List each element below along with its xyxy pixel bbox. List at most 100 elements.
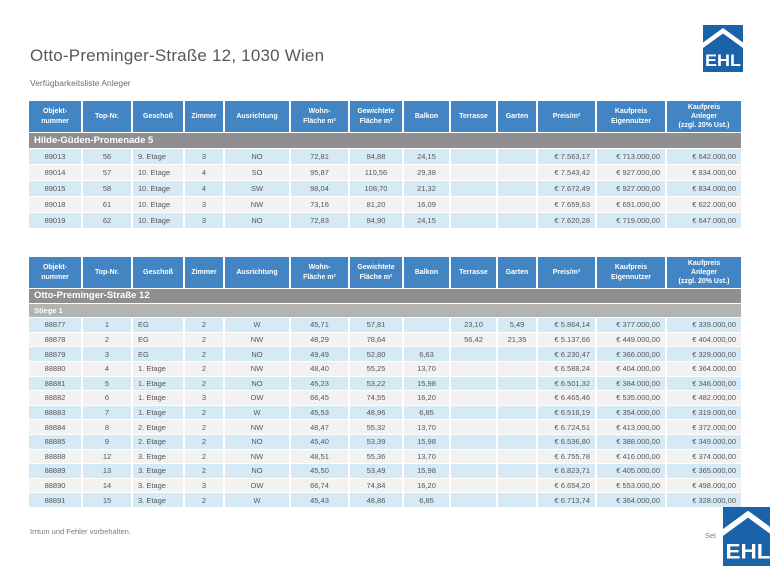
table-cell: 84,88 <box>350 149 402 164</box>
svg-text:EHL: EHL <box>726 539 770 563</box>
table-cell: 56,42 <box>451 333 496 347</box>
subsection-header-label: Stiege 1 <box>29 304 741 318</box>
table-cell: 5,49 <box>498 318 536 332</box>
table-cell: 72,83 <box>291 213 348 228</box>
table-cell: 23,10 <box>451 318 496 332</box>
section-header-row: Otto-Preminger-Straße 12 <box>29 289 741 303</box>
table-cell: € 349.000,00 <box>667 435 741 449</box>
table-cell: € 498.000,00 <box>667 479 741 493</box>
table-cell: € 384.000,00 <box>597 377 665 391</box>
table-cell <box>498 450 536 464</box>
table-cell: € 719.000,00 <box>597 213 665 228</box>
table-cell: 21,35 <box>498 333 536 347</box>
table-cell: € 622.000,00 <box>667 197 741 212</box>
table-cell: 48,51 <box>291 450 348 464</box>
table-cell: € 388.000,00 <box>597 435 665 449</box>
table-cell: € 366.000,00 <box>597 347 665 361</box>
table-cell: 74,55 <box>350 391 402 405</box>
table-cell: 10. Etage <box>133 197 183 212</box>
column-header: Gewichtete Fläche m² <box>350 257 402 288</box>
table-cell: 98,04 <box>291 181 348 196</box>
table-cell: 6,63 <box>404 347 449 361</box>
table-cell: € 6.516,19 <box>538 406 595 420</box>
table-cell: € 927.000,00 <box>597 165 665 180</box>
table-cell: € 354.000,00 <box>597 406 665 420</box>
table-cell: € 364.000,00 <box>667 362 741 376</box>
table-cell: 5 <box>83 377 131 391</box>
table-cell: € 647.000,00 <box>667 213 741 228</box>
table-cell: € 553.000,00 <box>597 479 665 493</box>
table-cell: 48,96 <box>350 406 402 420</box>
column-header: Zimmer <box>185 257 223 288</box>
table-cell: 12 <box>83 450 131 464</box>
table-cell: € 6.536,80 <box>538 435 595 449</box>
table-cell <box>498 197 536 212</box>
table-cell <box>451 165 496 180</box>
table-cell: € 329.000,00 <box>667 347 741 361</box>
table-cell: € 339.000,00 <box>667 318 741 332</box>
table-cell: NO <box>225 464 289 478</box>
table-cell: NW <box>225 420 289 434</box>
table-cell: 3 <box>185 149 223 164</box>
table-cell: 48,86 <box>350 493 402 507</box>
table-cell: NW <box>225 450 289 464</box>
column-header: Garten <box>498 257 536 288</box>
column-header: Balkon <box>404 257 449 288</box>
ehl-logo-bottom-icon: EHL <box>723 507 770 566</box>
table-cell: € 6.654,20 <box>538 479 595 493</box>
column-header: Terrasse <box>451 257 496 288</box>
table-cell: 55,32 <box>350 420 402 434</box>
table-cell: € 535.000,00 <box>597 391 665 405</box>
column-header: Ausrichtung <box>225 101 289 132</box>
table-cell: € 6.465,46 <box>538 391 595 405</box>
table-cell: € 365.000,00 <box>667 464 741 478</box>
table-cell: 3 <box>83 347 131 361</box>
table-cell: 3. Etage <box>133 493 183 507</box>
section-header-label: Hilde-Güden-Promenade 5 <box>29 133 741 148</box>
table-cell: 81,20 <box>350 197 402 212</box>
table-cell: 10. Etage <box>133 213 183 228</box>
table-cell: € 6.230,47 <box>538 347 595 361</box>
table-cell: 48,47 <box>291 420 348 434</box>
table-cell: € 449.000,00 <box>597 333 665 347</box>
column-header: Terrasse <box>451 101 496 132</box>
table-cell: € 7.563,17 <box>538 149 595 164</box>
table-cell: 45,23 <box>291 377 348 391</box>
table-cell: 88877 <box>29 318 81 332</box>
section-header-row: Hilde-Güden-Promenade 5 <box>29 133 741 148</box>
table-cell: € 482.000,00 <box>667 391 741 405</box>
column-header: Garten <box>498 101 536 132</box>
table-cell: EG <box>133 347 183 361</box>
column-header: Preis/m² <box>538 257 595 288</box>
footer-page-number: Sei <box>705 531 716 540</box>
table-cell: € 834.000,00 <box>667 181 741 196</box>
table-cell: 4 <box>185 181 223 196</box>
table-cell: € 328.000,00 <box>667 493 741 507</box>
table-cell: 24,15 <box>404 149 449 164</box>
table-cell: 84,90 <box>350 213 402 228</box>
table-cell <box>498 377 536 391</box>
table-cell <box>451 493 496 507</box>
table-cell: 3 <box>185 479 223 493</box>
table-cell: EG <box>133 318 183 332</box>
ehl-logo-icon: EHL <box>703 25 743 72</box>
table-cell: 3. Etage <box>133 479 183 493</box>
table-cell <box>451 479 496 493</box>
table-cell: 53,39 <box>350 435 402 449</box>
column-header: Gewichtete Fläche m² <box>350 101 402 132</box>
table-cell: € 413.000,00 <box>597 420 665 434</box>
table-cell: 24,15 <box>404 213 449 228</box>
table-cell: 88890 <box>29 479 81 493</box>
table-cell: 89013 <box>29 149 81 164</box>
column-header: Kaufpreis Anleger (zzgl. 20% Ust.) <box>667 101 741 132</box>
table-cell <box>498 391 536 405</box>
